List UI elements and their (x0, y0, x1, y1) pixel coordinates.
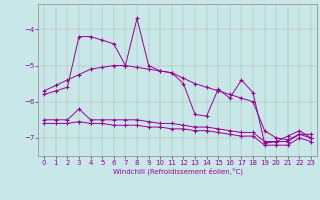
X-axis label: Windchill (Refroidissement éolien,°C): Windchill (Refroidissement éolien,°C) (113, 168, 243, 175)
